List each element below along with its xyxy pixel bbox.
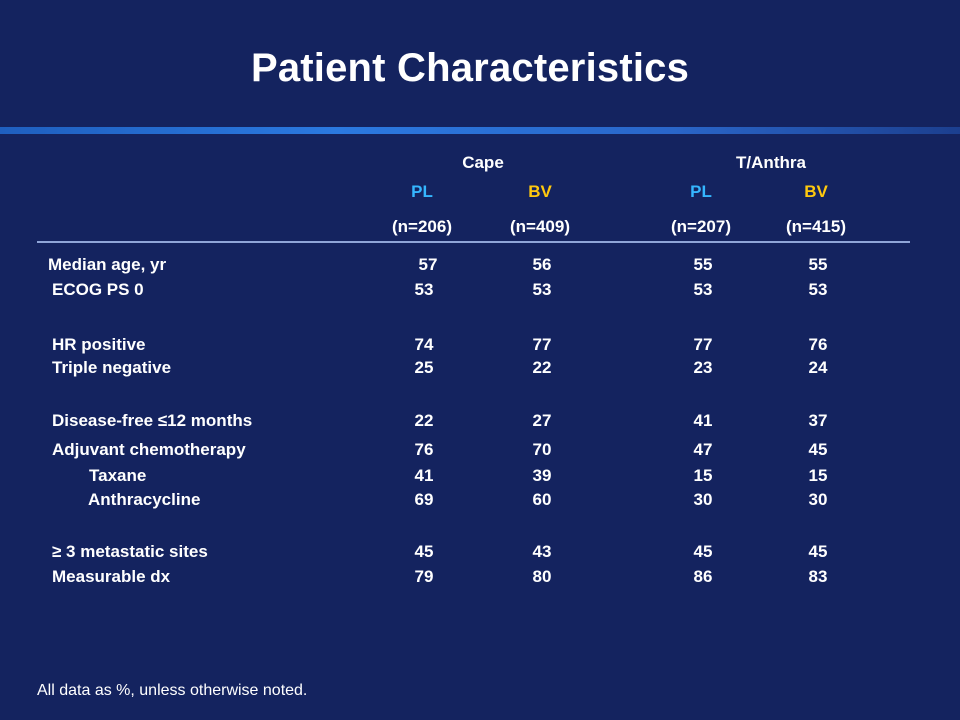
cell-cape-bv: 27 (532, 411, 552, 430)
row-label: Taxane (89, 466, 147, 485)
cell-tanthra-pl: 30 (693, 490, 713, 509)
cell-cape-bv: 56 (532, 255, 552, 274)
table-row: ≥ 3 metastatic sites 45 43 45 45 (0, 542, 960, 564)
cell-cape-pl: 22 (414, 411, 434, 430)
cell-tanthra-pl: 23 (693, 358, 713, 377)
arm-label-tanthra-pl: PL (690, 182, 712, 201)
table-row: Adjuvant chemotherapy 76 70 47 45 (0, 440, 960, 462)
cell-tanthra-bv: 30 (808, 490, 828, 509)
cell-tanthra-bv: 45 (808, 440, 828, 459)
cell-cape-pl: 57 (418, 255, 438, 274)
group-header-cape: Cape (462, 153, 504, 172)
cell-tanthra-bv: 37 (808, 411, 828, 430)
table-row: Triple negative 25 22 23 24 (0, 358, 960, 380)
cell-cape-bv: 77 (532, 335, 552, 354)
cell-cape-pl: 79 (414, 567, 434, 586)
cell-cape-bv: 22 (532, 358, 552, 377)
row-label: Anthracycline (88, 490, 201, 509)
cell-tanthra-bv: 53 (808, 280, 828, 299)
table-row: Median age, yr 57 56 55 55 (0, 255, 960, 277)
cell-tanthra-pl: 41 (693, 411, 713, 430)
header-divider (37, 241, 910, 243)
slide-title: Patient Characteristics (250, 46, 690, 90)
cell-tanthra-bv: 24 (808, 358, 828, 377)
cell-cape-pl: 53 (414, 280, 434, 299)
cell-cape-pl: 76 (414, 440, 434, 459)
table-row: HR positive 74 77 77 76 (0, 335, 960, 357)
row-label: ≥ 3 metastatic sites (52, 542, 208, 561)
cell-cape-bv: 53 (532, 280, 552, 299)
cell-tanthra-pl: 45 (693, 542, 713, 561)
arm-n-cape-pl: (n=206) (392, 217, 452, 236)
cell-cape-pl: 74 (414, 335, 434, 354)
cell-cape-pl: 41 (414, 466, 434, 485)
cell-tanthra-bv: 45 (808, 542, 828, 561)
row-label: Triple negative (52, 358, 172, 377)
cell-cape-bv: 43 (532, 542, 552, 561)
cell-tanthra-pl: 77 (693, 335, 713, 354)
table-row: Anthracycline 69 60 30 30 (0, 490, 960, 512)
cell-tanthra-pl: 15 (693, 466, 713, 485)
cell-tanthra-bv: 83 (808, 567, 828, 586)
arm-label-tanthra-bv: BV (804, 182, 828, 201)
cell-tanthra-bv: 55 (808, 255, 828, 274)
arm-n-cape-bv: (n=409) (510, 217, 570, 236)
footnote: All data as %, unless otherwise noted. (37, 682, 308, 699)
cell-cape-pl: 25 (414, 358, 434, 377)
arm-n-tanthra-bv: (n=415) (786, 217, 846, 236)
group-header-t-anthra: T/Anthra (736, 153, 806, 172)
cell-tanthra-bv: 76 (808, 335, 828, 354)
row-label: Median age, yr (48, 255, 167, 274)
table-row: Taxane 41 39 15 15 (0, 466, 960, 488)
cell-tanthra-pl: 86 (693, 567, 713, 586)
title-divider (0, 127, 960, 134)
cell-tanthra-pl: 47 (693, 440, 713, 459)
table-row: ECOG PS 0 53 53 53 53 (0, 280, 960, 302)
arm-n-tanthra-pl: (n=207) (671, 217, 731, 236)
cell-cape-pl: 69 (414, 490, 434, 509)
row-label: HR positive (52, 335, 146, 354)
table-row: Measurable dx 79 80 86 83 (0, 567, 960, 589)
cell-cape-bv: 60 (532, 490, 552, 509)
row-label: Measurable dx (52, 567, 171, 586)
cell-tanthra-pl: 53 (693, 280, 713, 299)
cell-tanthra-pl: 55 (693, 255, 713, 274)
cell-cape-bv: 70 (532, 440, 552, 459)
row-label: Adjuvant chemotherapy (52, 440, 246, 459)
arm-label-cape-bv: BV (528, 182, 552, 201)
arm-label-cape-pl: PL (411, 182, 433, 201)
table-row: Disease-free ≤12 months 22 27 41 37 (0, 411, 960, 433)
cell-cape-bv: 80 (532, 567, 552, 586)
cell-cape-pl: 45 (414, 542, 434, 561)
cell-cape-bv: 39 (532, 466, 552, 485)
row-label: ECOG PS 0 (52, 280, 144, 299)
cell-tanthra-bv: 15 (808, 466, 828, 485)
row-label: Disease-free ≤12 months (52, 411, 253, 430)
